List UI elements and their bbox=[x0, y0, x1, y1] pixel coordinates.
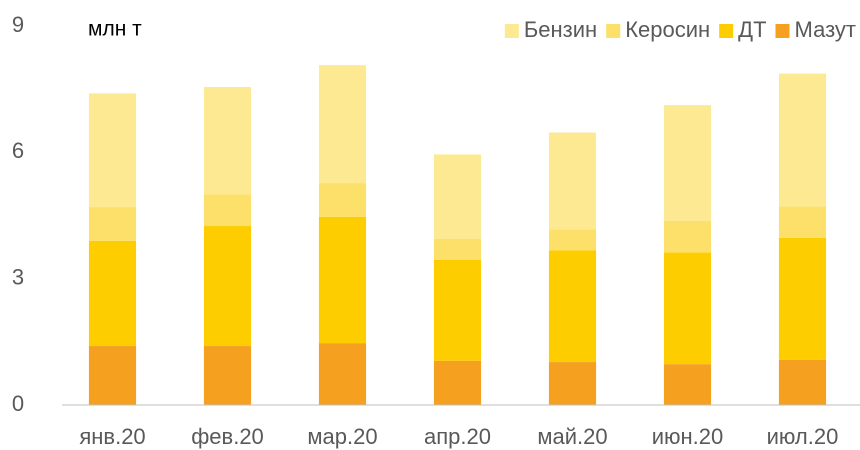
y-tick-label: 9 bbox=[12, 12, 24, 37]
bar-segment bbox=[433, 360, 482, 405]
x-tick-label: июн.20 bbox=[652, 424, 724, 449]
bar-segment bbox=[663, 252, 712, 365]
x-tick-label: фев.20 bbox=[191, 424, 264, 449]
bar-segment bbox=[548, 132, 597, 230]
legend-label: Мазут bbox=[795, 17, 856, 42]
bar-segment bbox=[318, 183, 367, 217]
x-tick-label: июл.20 bbox=[767, 424, 839, 449]
bar-segment bbox=[433, 154, 482, 239]
legend-swatch bbox=[504, 24, 519, 38]
bar-segment bbox=[203, 226, 252, 347]
y-tick-label: 0 bbox=[12, 391, 24, 416]
legend-label: Бензин bbox=[524, 17, 597, 42]
bar-segment bbox=[548, 250, 597, 363]
x-tick-label: май.20 bbox=[537, 424, 607, 449]
bar-segment bbox=[548, 229, 597, 251]
bar-segment bbox=[88, 346, 137, 405]
bar-segment bbox=[548, 362, 597, 405]
bar-segment bbox=[88, 93, 137, 208]
legend-label: ДТ bbox=[738, 17, 766, 42]
bar-segment bbox=[663, 105, 712, 221]
legend-label: Керосин bbox=[625, 17, 710, 42]
x-tick-label: апр.20 bbox=[424, 424, 491, 449]
y-tick-label: 6 bbox=[12, 138, 24, 163]
x-tick-label: янв.20 bbox=[79, 424, 145, 449]
bar-segment bbox=[88, 240, 137, 347]
bar-segment bbox=[318, 216, 367, 344]
bar-segment bbox=[203, 87, 252, 195]
y-axis-label: млн т bbox=[88, 18, 142, 41]
bar-segment bbox=[778, 359, 827, 405]
legend-swatch bbox=[719, 24, 734, 38]
bar-segment bbox=[778, 73, 827, 207]
bar-segment bbox=[663, 220, 712, 253]
legend-swatch bbox=[606, 24, 621, 38]
legend-swatch bbox=[775, 24, 790, 38]
bar-segment bbox=[778, 206, 827, 238]
bar-segment bbox=[778, 237, 827, 360]
bar-segment bbox=[318, 343, 367, 405]
bar-segment bbox=[433, 238, 482, 260]
bar-segment bbox=[203, 194, 252, 227]
bar-segment bbox=[318, 65, 367, 184]
bar-segment bbox=[88, 207, 137, 241]
x-tick-label: мар.20 bbox=[307, 424, 377, 449]
bar-segment bbox=[663, 364, 712, 405]
bar-segment bbox=[433, 259, 482, 361]
y-tick-label: 3 bbox=[12, 264, 24, 289]
bar-segment bbox=[203, 346, 252, 405]
